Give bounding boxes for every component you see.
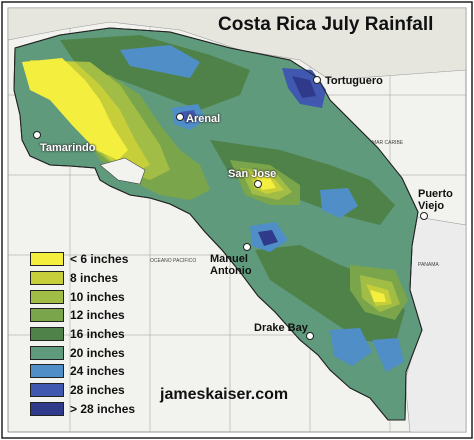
zone-under6-south	[370, 290, 386, 302]
legend-item: 24 inches	[30, 362, 135, 381]
puerto-viejo-marker	[420, 212, 428, 220]
city-label-tortuguero: Tortuguero	[325, 75, 383, 87]
legend-label: 28 inches	[70, 383, 125, 398]
legend-label: 12 inches	[70, 308, 125, 323]
legend-swatch	[30, 383, 64, 398]
sea-label-pacific: OCEANO PACIFICO	[150, 258, 197, 264]
city-label-san-jose: San Jose	[228, 168, 277, 180]
map-title: Costa Rica July Rainfall	[218, 14, 434, 35]
legend-swatch	[30, 364, 64, 379]
zone-24-osa	[330, 328, 372, 366]
sea-label-panama: PANAMA	[418, 262, 439, 268]
legend-item: 28 inches	[30, 381, 135, 400]
tortuguero-marker	[313, 76, 321, 84]
legend-swatch	[30, 308, 64, 323]
arenal-marker	[176, 113, 184, 121]
zone-over28-manuel	[258, 230, 278, 246]
legend-item: 12 inches	[30, 306, 135, 325]
legend-swatch	[30, 345, 64, 360]
city-label-tamarindo: Tamarindo	[40, 142, 96, 154]
legend-label: 16 inches	[70, 327, 125, 342]
sea-label-caribbean: MAR CARIBE	[372, 140, 404, 146]
zone-over28-tortuguero	[292, 76, 316, 98]
city-label-puerto-viejo: Puerto Viejo	[418, 188, 453, 212]
legend-label: > 28 inches	[70, 401, 136, 416]
legend-item: 10 inches	[30, 287, 135, 306]
city-label-arenal: Arenal	[186, 113, 221, 125]
zone-24-central	[320, 188, 358, 218]
website-credit: jameskaiser.com	[160, 386, 289, 403]
legend-item: 8 inches	[30, 269, 135, 288]
drake-bay-marker	[306, 332, 314, 340]
legend-swatch	[30, 252, 64, 267]
legend-label: 20 inches	[70, 345, 125, 360]
legend-swatch	[30, 327, 64, 342]
legend-item: 20 inches	[30, 343, 135, 362]
zone-under6-guanacaste	[22, 58, 128, 160]
legend-label: 8 inches	[70, 271, 119, 286]
manuel-antonio-marker	[243, 243, 251, 251]
legend-swatch	[30, 289, 64, 304]
legend-label: 10 inches	[70, 289, 125, 304]
zone-16-south	[255, 245, 405, 345]
legend-swatch	[30, 401, 64, 416]
legend: < 6 inches 8 inches 10 inches 12 inches …	[30, 250, 135, 418]
legend-item: 16 inches	[30, 325, 135, 344]
city-label-manuel-antonio: Manuel Antonio	[210, 253, 252, 277]
tamarindo-marker	[33, 131, 41, 139]
costa-rica-coastline	[13, 27, 423, 421]
city-label-drake-bay: Drake Bay	[254, 322, 308, 334]
legend-item: > 28 inches	[30, 400, 135, 419]
zone-24-north	[120, 45, 200, 78]
zone-16-north	[60, 35, 250, 110]
gulf-of-nicoya	[99, 157, 146, 185]
san-jose-marker	[254, 180, 262, 188]
legend-swatch	[30, 271, 64, 286]
legend-item: < 6 inches	[30, 250, 135, 269]
zone-24-osa-east	[372, 338, 404, 372]
legend-label: 24 inches	[70, 364, 125, 379]
legend-label: < 6 inches	[70, 252, 129, 267]
zone-28-arenal	[180, 110, 198, 124]
